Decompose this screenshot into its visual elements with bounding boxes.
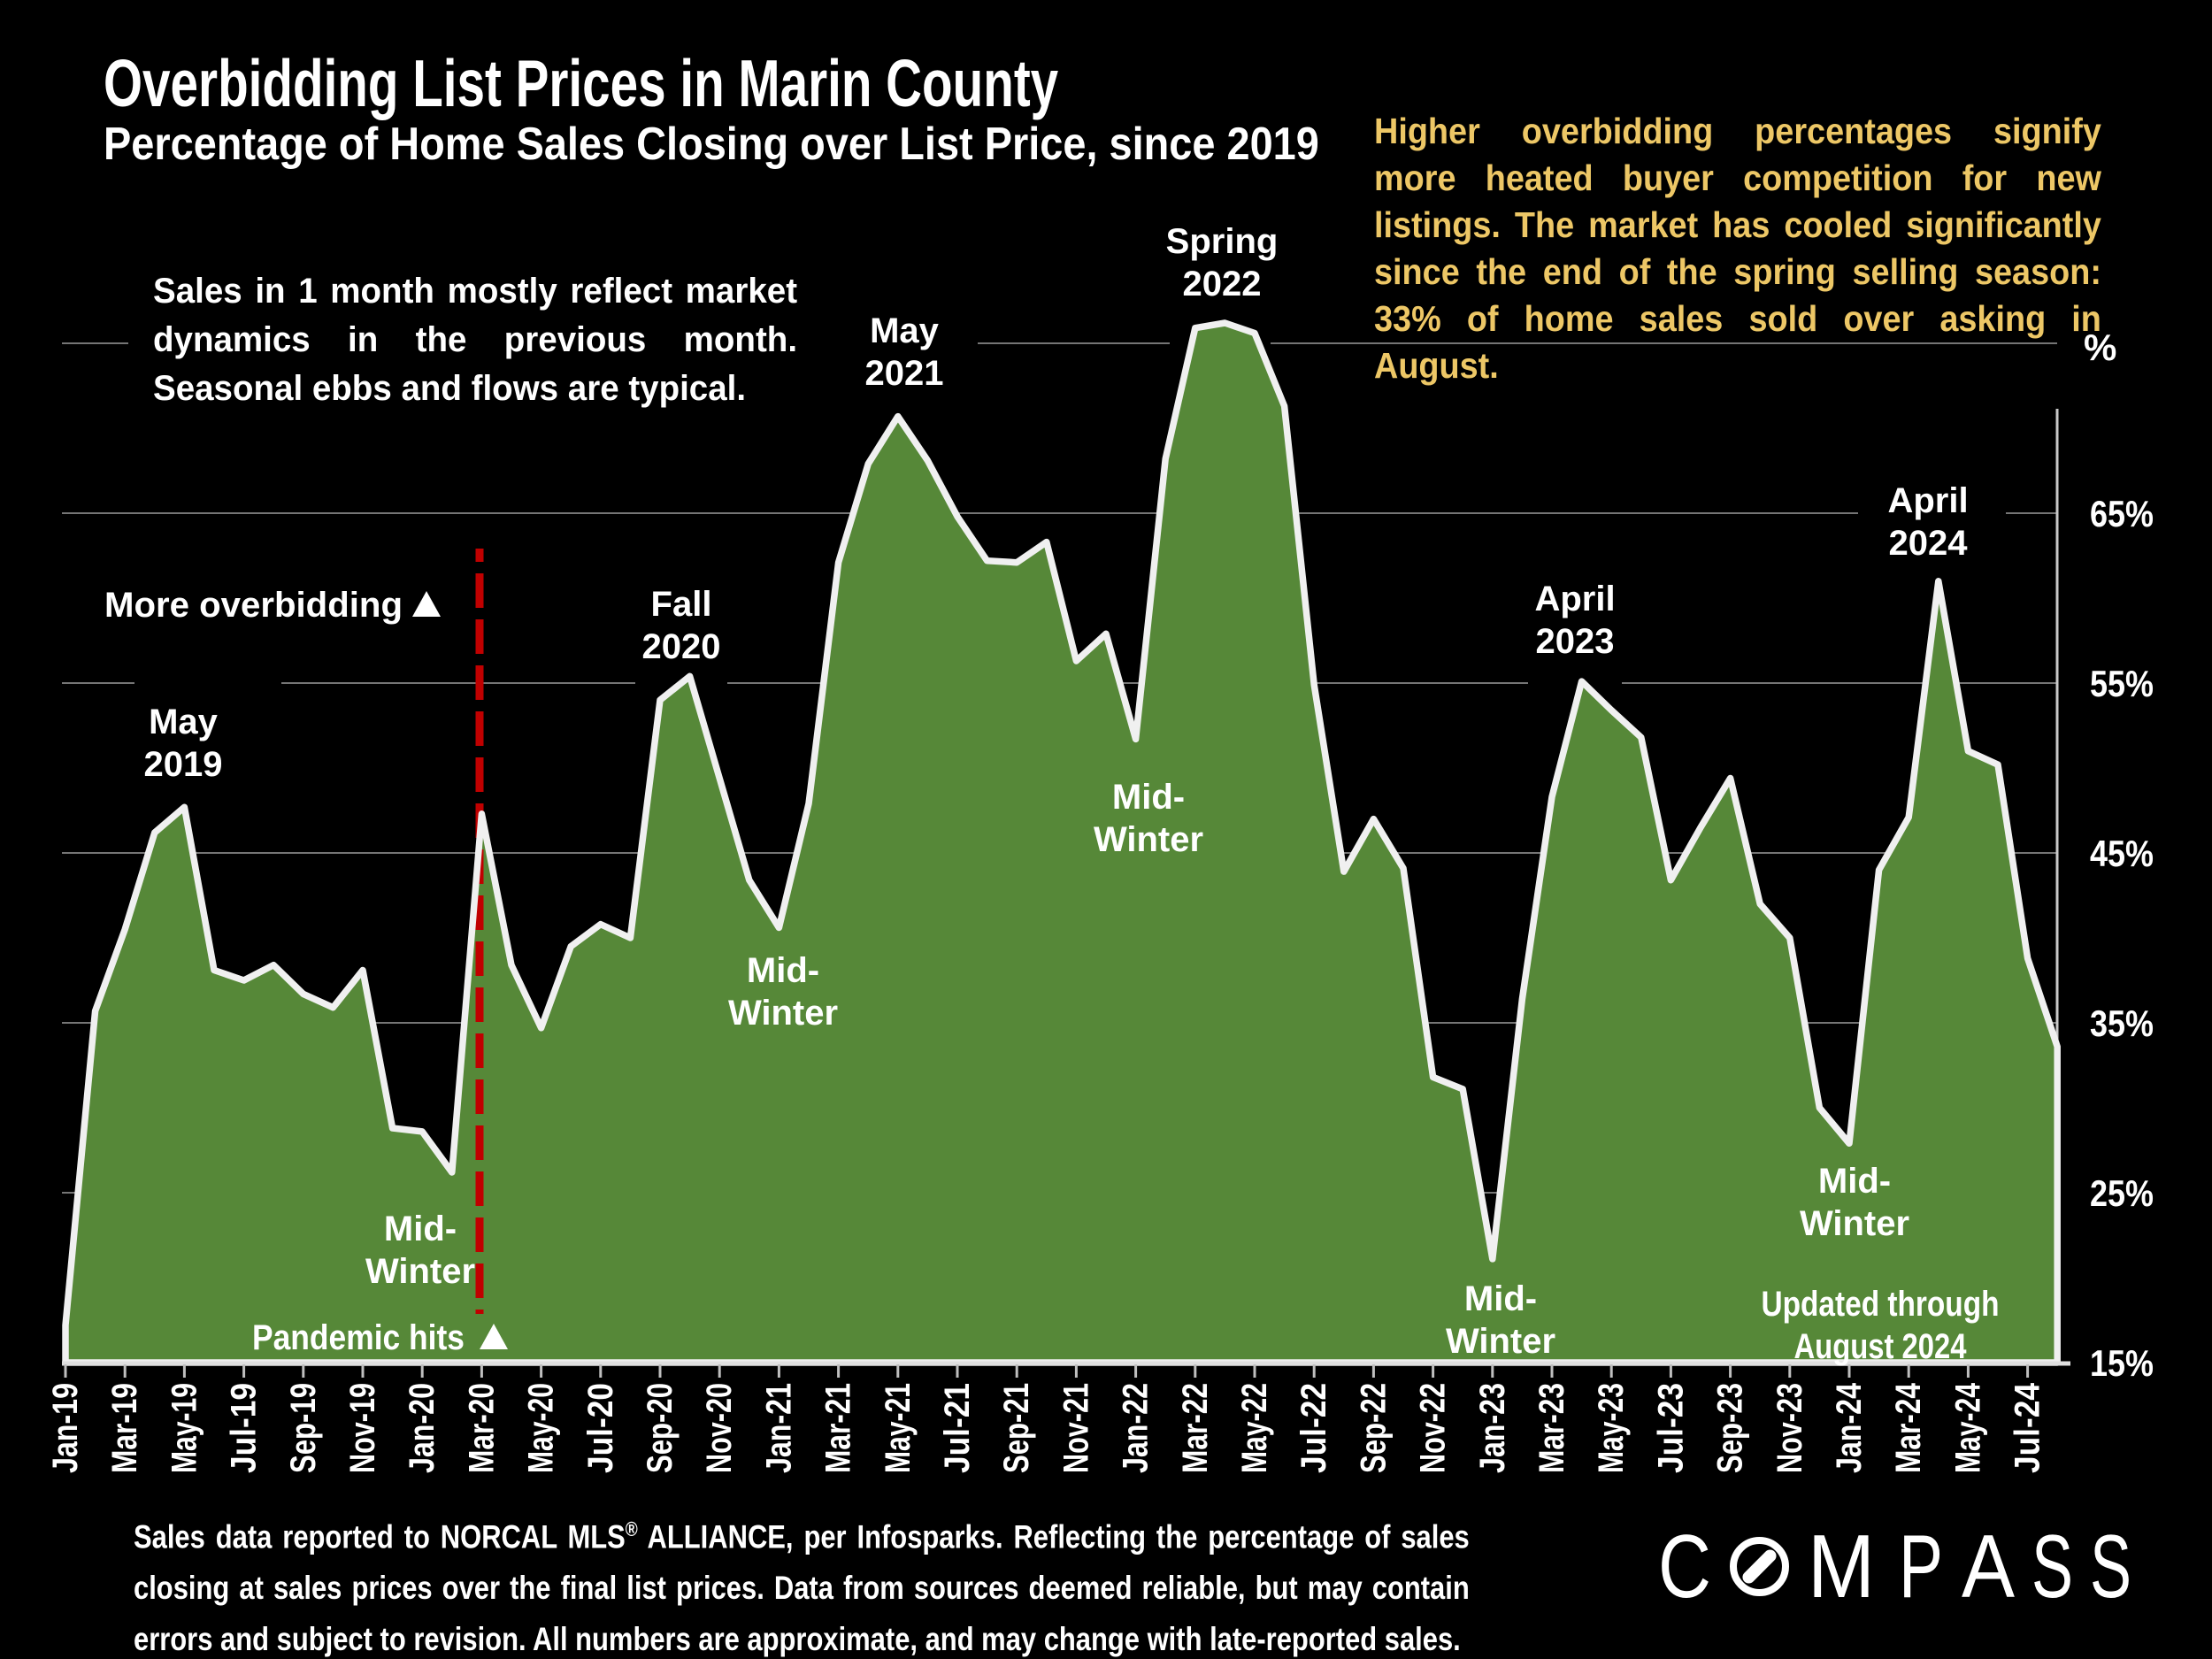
svg-text:April: April (1534, 580, 1615, 618)
svg-text:May-20: May-20 (522, 1383, 561, 1473)
svg-text:Jan-20: Jan-20 (403, 1383, 442, 1473)
svg-text:More overbidding: More overbidding (104, 586, 403, 625)
svg-text:Fall: Fall (651, 585, 712, 624)
svg-text:2023: 2023 (1536, 622, 1615, 661)
svg-text:Mid-: Mid- (384, 1210, 457, 1248)
svg-text:S: S (2090, 1517, 2131, 1617)
svg-text:35%: 35% (2090, 1002, 2154, 1044)
svg-text:Nov-21: Nov-21 (1056, 1383, 1095, 1473)
svg-text:Mar-20: Mar-20 (462, 1383, 501, 1473)
svg-text:Mar-19: Mar-19 (105, 1383, 144, 1473)
svg-text:May-21: May-21 (879, 1383, 918, 1473)
svg-text:Mar-24: Mar-24 (1889, 1382, 1928, 1473)
svg-text:S: S (2032, 1517, 2073, 1617)
svg-text:Jan-21: Jan-21 (759, 1383, 798, 1473)
svg-text:May: May (870, 311, 940, 350)
svg-text:Nov-22: Nov-22 (1414, 1383, 1453, 1473)
svg-text:Mid-: Mid- (1464, 1279, 1537, 1318)
svg-text:Jan-24: Jan-24 (1830, 1382, 1869, 1473)
svg-text:Mid-: Mid- (1112, 778, 1185, 817)
svg-text:25%: 25% (2090, 1172, 2154, 1214)
svg-text:P: P (1899, 1517, 1943, 1617)
svg-text:Updated through: Updated through (1762, 1285, 2000, 1324)
svg-text:Sep-21: Sep-21 (997, 1383, 1036, 1473)
svg-text:65%: 65% (2090, 493, 2154, 534)
svg-text:May: May (149, 703, 219, 741)
svg-text:Jan-22: Jan-22 (1117, 1383, 1156, 1473)
svg-text:Winter: Winter (1800, 1204, 1909, 1243)
svg-text:Jul-22: Jul-22 (1294, 1383, 1333, 1473)
svg-text:Jan-19: Jan-19 (46, 1383, 85, 1473)
svg-text:Nov-23: Nov-23 (1770, 1383, 1809, 1473)
svg-text:Nov-20: Nov-20 (700, 1383, 739, 1473)
svg-text:Mid-: Mid- (747, 951, 819, 990)
svg-text:2020: 2020 (642, 627, 721, 666)
svg-text:A: A (1962, 1517, 2016, 1617)
svg-text:Winter: Winter (728, 994, 838, 1033)
svg-text:2022: 2022 (1183, 265, 1262, 303)
svg-text:May-23: May-23 (1592, 1383, 1631, 1473)
svg-text:Jul-23: Jul-23 (1651, 1383, 1690, 1473)
svg-text:Winter: Winter (1446, 1322, 1555, 1361)
svg-text:Jul-20: Jul-20 (581, 1383, 620, 1473)
svg-text:Sep-23: Sep-23 (1711, 1383, 1750, 1473)
svg-text:Sep-19: Sep-19 (284, 1383, 323, 1473)
svg-text:May-22: May-22 (1235, 1383, 1274, 1473)
svg-text:April: April (1887, 481, 1968, 520)
svg-text:Mar-23: Mar-23 (1532, 1383, 1571, 1473)
svg-text:August 2024: August 2024 (1794, 1327, 1968, 1366)
svg-text:%: % (2084, 326, 2116, 368)
svg-text:May-19: May-19 (165, 1383, 204, 1473)
svg-text:Nov-19: Nov-19 (343, 1383, 382, 1473)
svg-text:Pandemic hits: Pandemic hits (252, 1318, 465, 1357)
svg-text:2019: 2019 (144, 745, 223, 784)
svg-text:Winter: Winter (365, 1252, 475, 1291)
svg-text:Jan-23: Jan-23 (1473, 1383, 1512, 1473)
svg-text:Jul-19: Jul-19 (225, 1383, 264, 1473)
svg-text:C: C (1658, 1517, 1711, 1617)
svg-text:May-24: May-24 (1948, 1382, 1987, 1473)
svg-text:Sep-20: Sep-20 (641, 1383, 680, 1473)
svg-text:2024: 2024 (1889, 524, 1969, 563)
svg-text:45%: 45% (2090, 833, 2154, 874)
svg-text:Jul-24: Jul-24 (2008, 1382, 2047, 1473)
svg-text:M: M (1808, 1517, 1875, 1617)
svg-text:Spring: Spring (1166, 222, 1279, 261)
svg-text:Jul-21: Jul-21 (938, 1383, 977, 1473)
svg-text:Mid-: Mid- (1818, 1162, 1891, 1201)
svg-text:2021: 2021 (865, 354, 944, 393)
svg-text:55%: 55% (2090, 663, 2154, 704)
svg-text:Mar-22: Mar-22 (1176, 1383, 1215, 1473)
svg-text:15%: 15% (2090, 1342, 2154, 1384)
svg-text:Winter: Winter (1094, 820, 1203, 859)
svg-text:Sep-22: Sep-22 (1354, 1383, 1393, 1473)
svg-text:Mar-21: Mar-21 (819, 1383, 858, 1473)
